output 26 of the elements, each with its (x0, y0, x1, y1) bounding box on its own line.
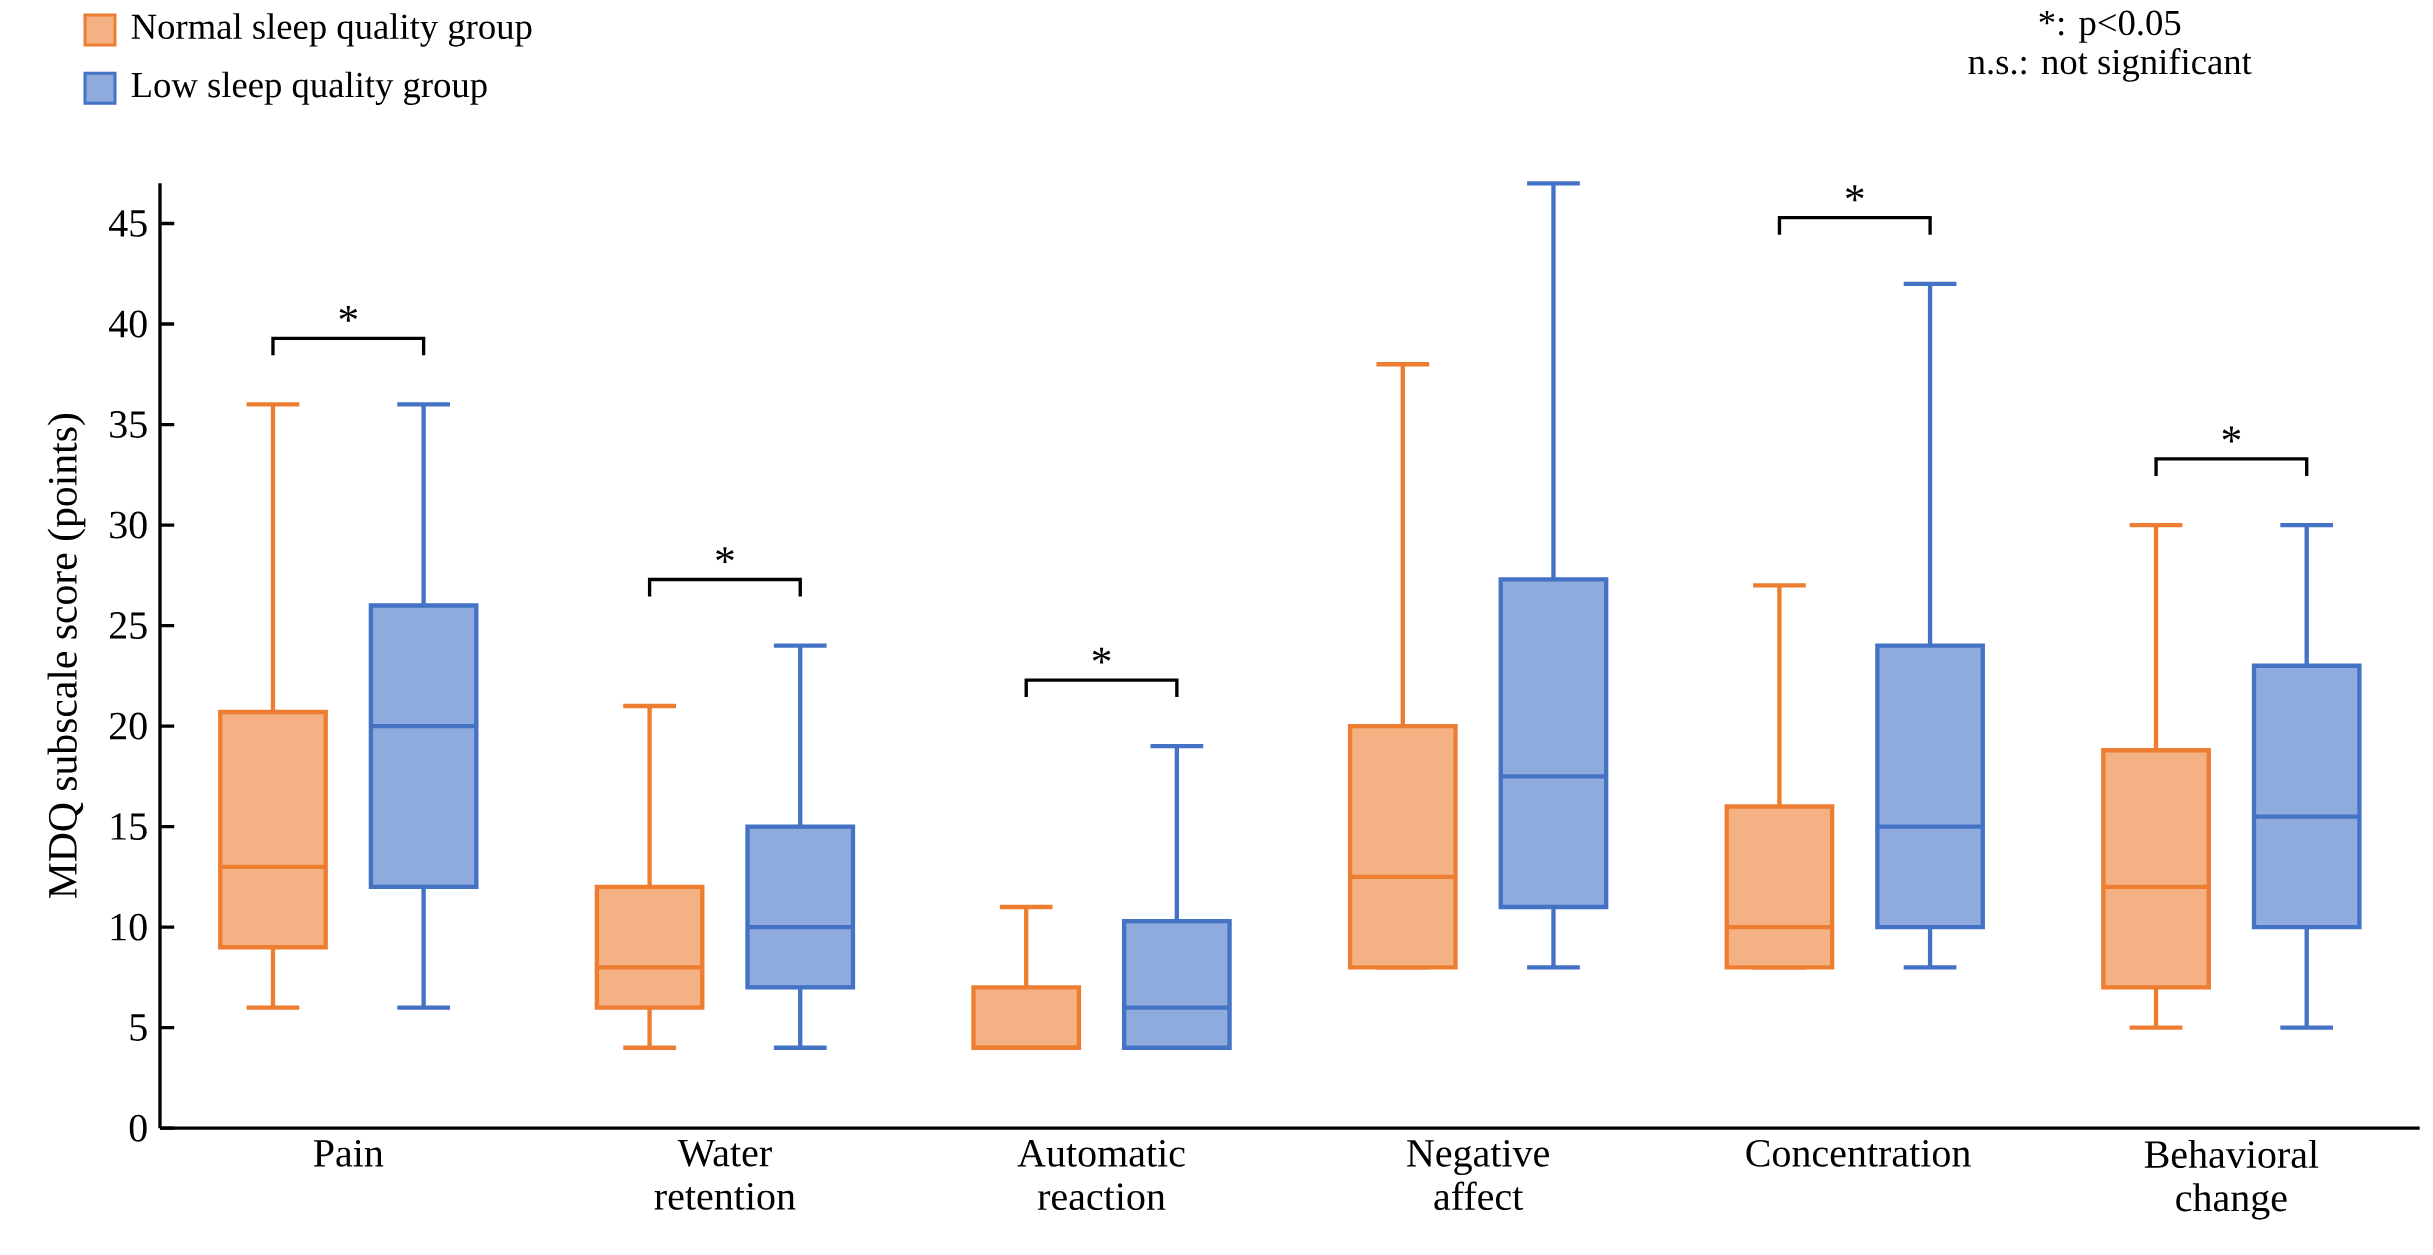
y-tick-label: 35 (110, 411, 147, 439)
x-tick-label: Water retention (654, 1140, 796, 1210)
annotation: * (1846, 185, 1864, 202)
x-tick-label: Behavioral change (2144, 1140, 2319, 1220)
legend-label: Low sleep quality group (131, 71, 487, 106)
y-tick-label: 40 (109, 310, 147, 338)
x-tick-label: Negative affect (1407, 1140, 1549, 1211)
y-tick-label: 10 (111, 913, 147, 941)
y-tick-label: 45 (109, 210, 147, 237)
x-tick-label: Pain (313, 1140, 384, 1167)
y-tick-label: 25 (109, 612, 147, 640)
x-tick-label: Automatic reaction (1017, 1140, 1185, 1211)
legend-label: Normal sleep quality group (131, 13, 532, 47)
annotation: * (716, 547, 734, 564)
annotation: * (1092, 647, 1111, 664)
y-tick-label: 0 (129, 1114, 147, 1142)
y-tick-label: 30 (110, 511, 147, 539)
annotation: * (2222, 426, 2241, 443)
y-tick-label: 15 (111, 813, 147, 841)
text: *: p<0.05 (2039, 10, 2181, 43)
x-tick-label: Concentration (1746, 1140, 1971, 1167)
text: n.s.: not significant (1968, 48, 2252, 82)
y-axis-title: MDQ subscale score (points) (47, 414, 86, 899)
y-tick-label: 20 (109, 712, 147, 740)
y-tick-label: 5 (130, 1014, 147, 1041)
annotation: * (339, 306, 358, 322)
